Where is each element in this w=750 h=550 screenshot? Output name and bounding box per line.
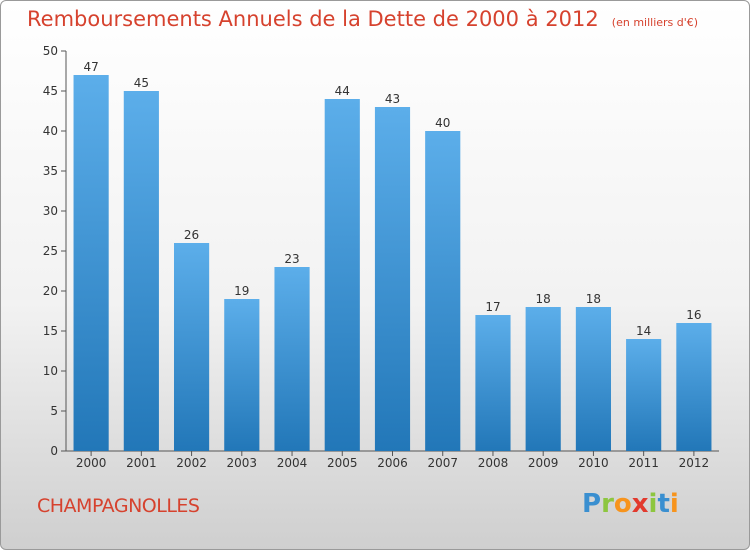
x-tick-label: 2000 (76, 456, 107, 470)
x-tick-label: 2007 (427, 456, 458, 470)
bar-2002 (173, 243, 210, 451)
y-tick-label: 15 (43, 324, 58, 338)
commune-name: CHAMPAGNOLLES (37, 495, 200, 517)
logo-letter: x (631, 489, 649, 519)
bar-2008 (475, 315, 511, 451)
y-tick-label: 25 (43, 244, 58, 258)
x-tick-label: 2003 (227, 456, 258, 470)
logo-letter: i (648, 489, 658, 519)
y-tick-label: 0 (50, 444, 58, 458)
y-tick-label: 35 (43, 164, 58, 178)
logo-letter: o (613, 489, 632, 519)
bar-value-label: 23 (284, 252, 299, 266)
bar-value-label: 18 (586, 292, 601, 306)
bar-value-label: 19 (234, 284, 249, 298)
x-tick-label: 2009 (528, 456, 559, 470)
x-tick-label: 2008 (478, 456, 509, 470)
bar-2004 (274, 267, 310, 451)
axes: 0 5 10 15 20 25 30 35 40 45 50 (43, 44, 719, 458)
bar-2009 (525, 307, 561, 451)
bar-value-label: 17 (485, 300, 500, 314)
chart-title-block: Remboursements Annuels de la Dette de 20… (27, 7, 698, 31)
bar-value-label: 43 (385, 92, 400, 106)
bar-2007 (425, 131, 461, 451)
bar-2001 (123, 91, 159, 451)
x-tick-label: 2005 (327, 456, 358, 470)
y-tick-label: 20 (43, 284, 58, 298)
bar-value-label: 26 (184, 228, 199, 242)
x-tick-label: 2002 (176, 456, 207, 470)
logo-letter: i (669, 489, 679, 519)
x-tick-label: 2004 (277, 456, 308, 470)
bar-2006 (374, 107, 411, 451)
bar-2003 (224, 299, 260, 451)
bar-2012 (676, 323, 712, 451)
x-tick-label: 2012 (679, 456, 710, 470)
bar-2011 (626, 339, 662, 451)
chart-unit: (en milliers d'€) (611, 16, 699, 29)
bar-value-label: 44 (335, 84, 350, 98)
chart-title: Remboursements Annuels de la Dette de 20… (27, 7, 599, 31)
y-tick-label: 30 (43, 204, 58, 218)
bar-value-label: 45 (134, 76, 149, 90)
y-tick-label: 10 (43, 364, 58, 378)
bar-2000 (73, 75, 109, 451)
bar-value-label: 40 (435, 116, 450, 130)
x-tick-label: 2010 (578, 456, 609, 470)
bar-2005 (324, 99, 360, 451)
bar-value-label: 18 (536, 292, 551, 306)
x-tick-label: 2006 (377, 456, 408, 470)
logo-letter: t (657, 489, 670, 519)
y-tick-label: 45 (43, 84, 58, 98)
bar-2010 (575, 307, 612, 451)
y-tick-label: 50 (43, 44, 58, 58)
bars (73, 75, 712, 451)
data-labels: 2000 47 2001 45 2002 26 2003 19 2004 23 2005 44 2006… (76, 60, 709, 470)
bar-value-label: 14 (636, 324, 651, 338)
bar-value-label: 47 (83, 60, 98, 74)
logo-letter: r (601, 489, 614, 519)
bar-value-label: 16 (686, 308, 701, 322)
x-tick-label: 2001 (126, 456, 157, 470)
proxiti-logo: Proxiti (582, 489, 679, 519)
y-tick-label: 40 (43, 124, 58, 138)
x-tick-label: 2011 (628, 456, 659, 470)
y-tick-label: 5 (50, 404, 58, 418)
logo-letter: P (582, 489, 602, 519)
